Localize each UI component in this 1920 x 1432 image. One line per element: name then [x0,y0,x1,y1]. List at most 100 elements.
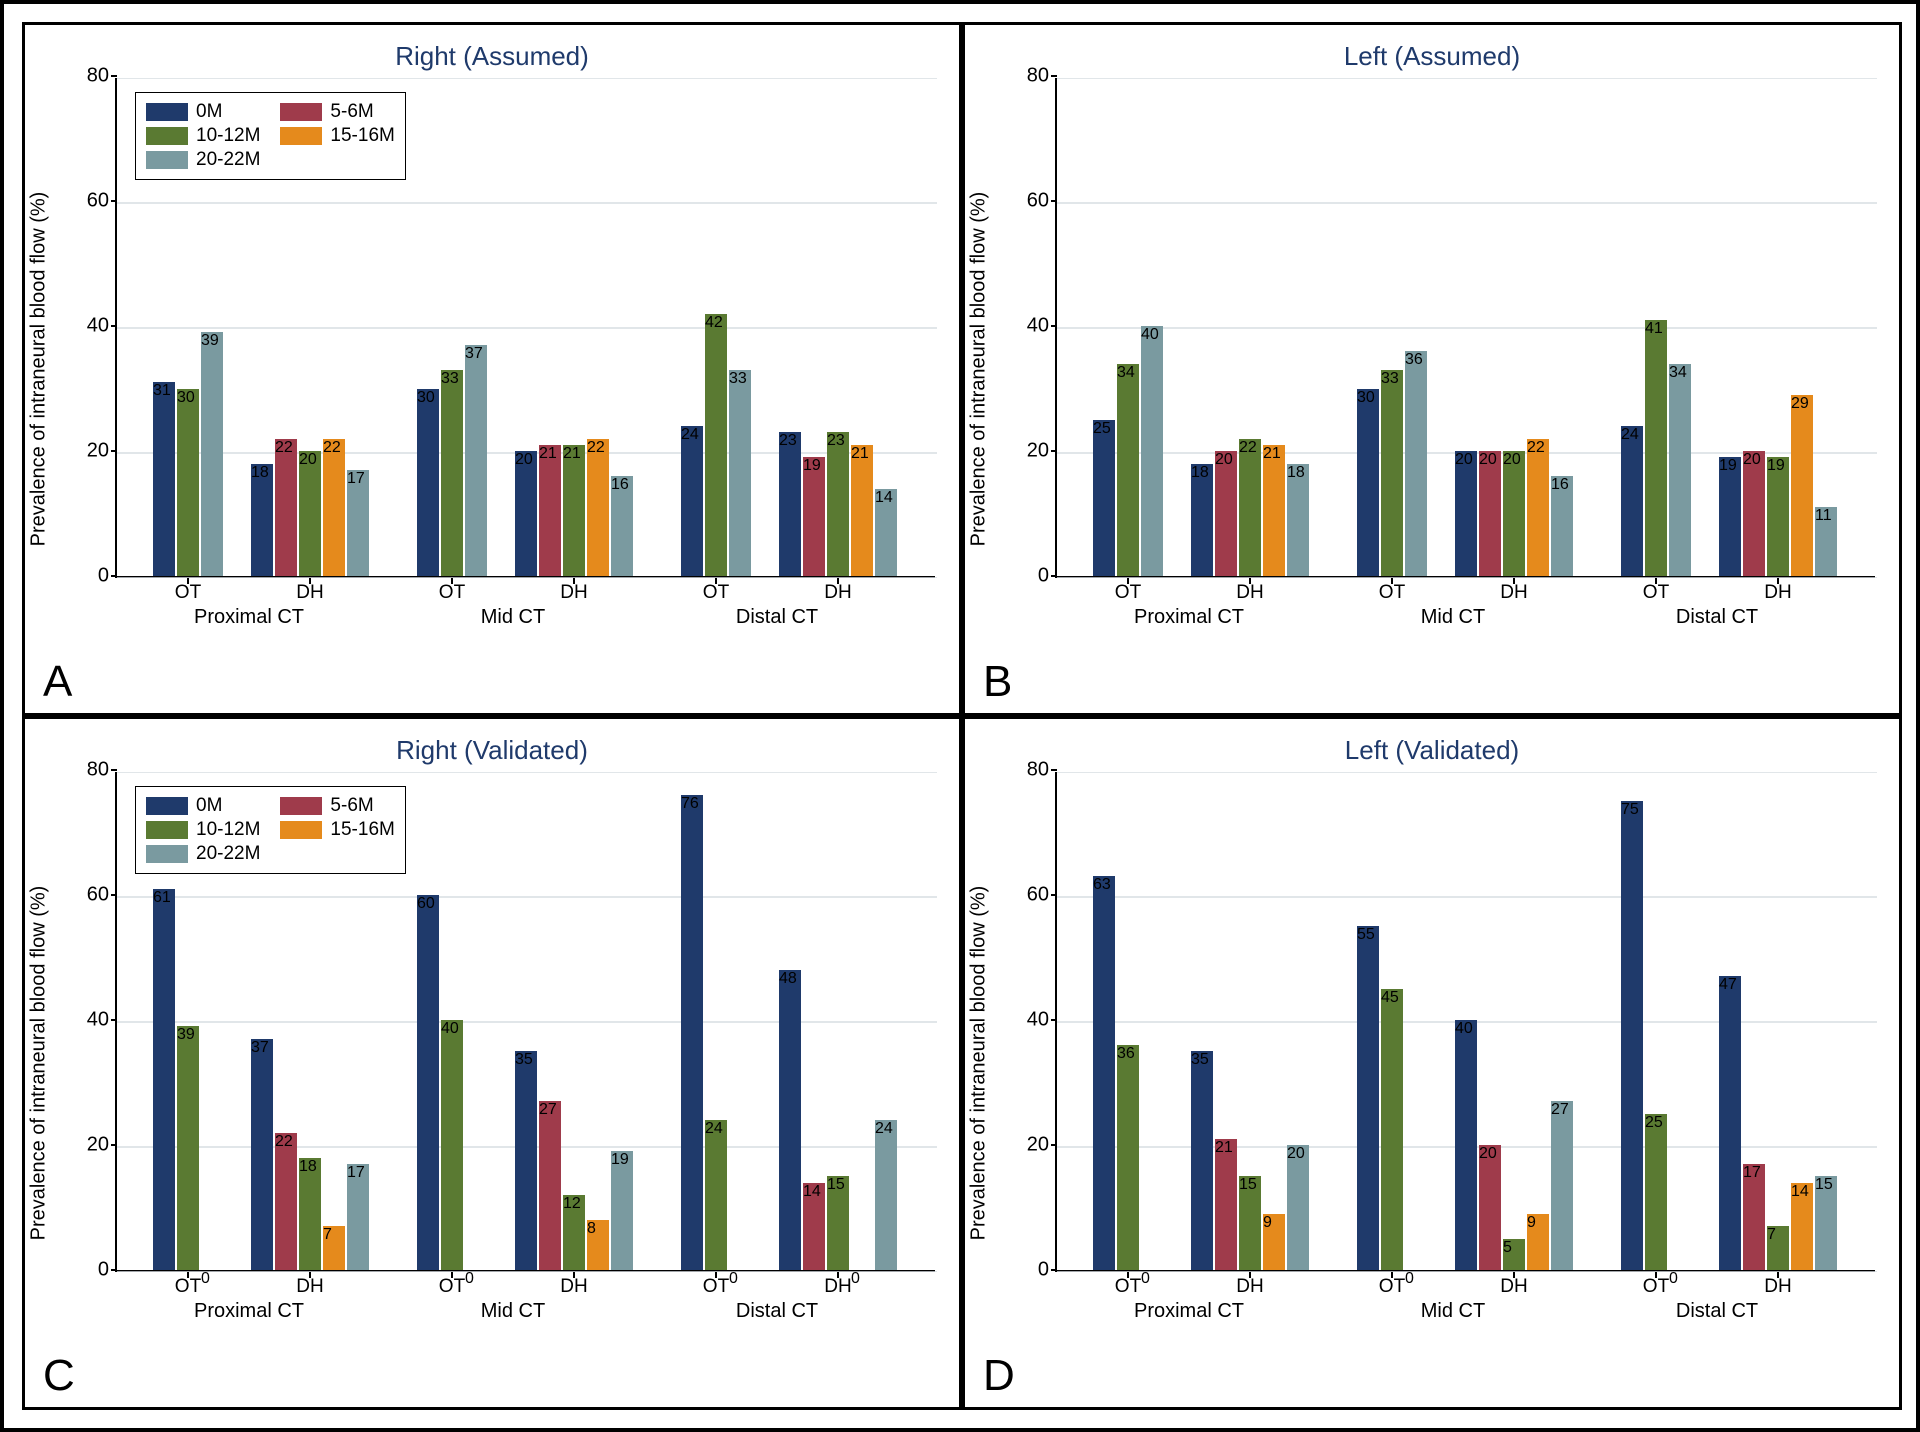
x-tick-mark [1655,1272,1657,1278]
bar: 20 [1287,1145,1309,1270]
bar: 5 [1503,1239,1525,1270]
bar: 31 [153,382,175,576]
bar: 19 [611,1151,633,1270]
bar: 21 [563,445,585,576]
bar: 18 [299,1158,321,1271]
x-tick-mark [1249,578,1251,584]
panel-title: Left (Assumed) [977,41,1887,72]
panel-title: Right (Assumed) [37,41,947,72]
x-tick-mark [1249,1272,1251,1278]
bar: 30 [177,389,199,577]
legend-label: 5-6M [330,101,373,123]
y-tick-mark [111,894,117,896]
legend-label: 20-22M [196,149,260,171]
legend-label: 15-16M [330,125,394,147]
bar: 21 [1215,1139,1237,1270]
bar: 24 [875,1120,897,1270]
legend-item: 20-22M [146,843,260,865]
y-axis-label: Prevalence of intraneural blood flow (%) [968,192,991,547]
x-tick-mark [309,578,311,584]
legend: 0M10-12M20-22M5-6M15-16M [135,92,406,180]
bar: 27 [1551,1101,1573,1270]
bar: 29 [1791,395,1813,576]
bar: 42 [705,314,727,577]
bar: 20 [1455,451,1477,576]
bar: 21 [851,445,873,576]
bar: 20 [1503,451,1525,576]
bar: 20 [299,451,321,576]
bar: 20 [1215,451,1237,576]
bar: 15 [827,1176,849,1270]
figure-frame: Right (Assumed) Prevalence of intraneural… [0,0,1920,1432]
bar: 40 [1141,326,1163,576]
y-tick-mark [1051,1019,1057,1021]
plot-area: 0204060806139037221871760400352712819762… [115,772,935,1272]
bar: 47 [1719,976,1741,1270]
panel-d: Left (Validated)Prevalence of intraneura… [962,716,1902,1410]
bar: 27 [539,1101,561,1270]
panel-title: Left (Validated) [977,735,1887,766]
bar: 22 [275,1133,297,1271]
bar: 63 [1093,876,1115,1270]
bar: 17 [347,1164,369,1270]
plot-area: 0204060806336035211592055450402059277525… [1055,772,1875,1272]
bar: 30 [417,389,439,577]
bar: 24 [705,1120,727,1270]
bar: 23 [779,432,801,576]
bar: 24 [681,426,703,576]
x-tick-mark [451,578,453,584]
x-region-label: Distal CT [1676,606,1758,629]
bar: 17 [1743,1164,1765,1270]
y-tick-mark [111,769,117,771]
x-tick-mark [187,578,189,584]
x-region-label: Proximal CT [194,1300,304,1323]
legend-swatch [146,797,188,815]
y-tick-mark [1051,1269,1057,1271]
bar: 36 [1117,1045,1139,1270]
x-tick-mark [187,1272,189,1278]
bar: 39 [177,1026,199,1270]
y-tick-mark [1051,450,1057,452]
bar: 23 [827,432,849,576]
y-tick-mark [111,1019,117,1021]
bar: 33 [729,370,751,576]
bar: 11 [1815,507,1837,576]
legend: 0M10-12M20-22M5-6M15-16M [135,786,406,874]
bar: 21 [1263,445,1285,576]
bar: 20 [1479,451,1501,576]
bar: 55 [1357,926,1379,1270]
panel-c: Right (Validated)Prevalence of intraneur… [22,716,962,1410]
legend-item: 10-12M [146,125,260,147]
bar: 34 [1669,364,1691,577]
bar: 15 [1815,1176,1837,1270]
bar: 37 [251,1039,273,1270]
y-tick-mark [111,450,117,452]
bar: 33 [441,370,463,576]
x-tick-mark [573,1272,575,1278]
bar: 21 [539,445,561,576]
bar: 25 [1093,420,1115,576]
legend-swatch [146,127,188,145]
bar: 17 [347,470,369,576]
bar: 22 [1527,439,1549,577]
legend-item: 15-16M [280,125,394,147]
bar: 76 [681,795,703,1270]
legend-item: 15-16M [280,819,394,841]
legend-swatch [280,127,322,145]
y-tick-mark [111,325,117,327]
bar: 14 [875,489,897,577]
panel-letter: A [43,657,72,707]
x-region-label: Proximal CT [1134,1300,1244,1323]
bar: 18 [1191,464,1213,577]
legend-label: 20-22M [196,843,260,865]
bar: 9 [1263,1214,1285,1270]
legend-item: 5-6M [280,101,394,123]
y-tick-mark [1051,894,1057,896]
bar: 33 [1381,370,1403,576]
x-tick-mark [1127,1272,1129,1278]
legend-swatch [280,821,322,839]
bar: 41 [1645,320,1667,576]
bar: 9 [1527,1214,1549,1270]
bar: 16 [611,476,633,576]
bar: 35 [1191,1051,1213,1270]
